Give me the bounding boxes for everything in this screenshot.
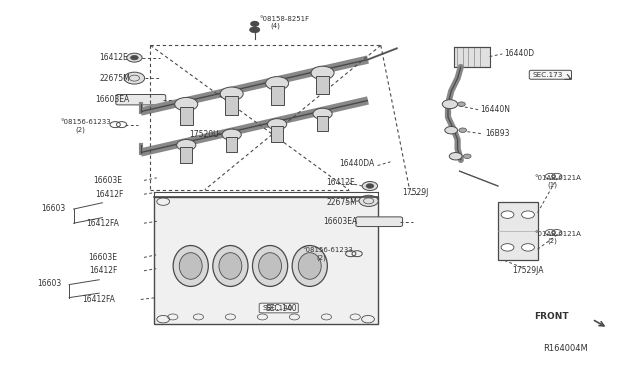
Text: R164004M: R164004M xyxy=(543,344,588,353)
Ellipse shape xyxy=(298,253,321,279)
Circle shape xyxy=(522,211,534,218)
Text: °01A8-6121A: °01A8-6121A xyxy=(534,175,581,181)
Bar xyxy=(154,197,378,324)
Text: 16603EA: 16603EA xyxy=(323,217,358,226)
Text: (2): (2) xyxy=(76,126,85,133)
Circle shape xyxy=(366,184,374,188)
Text: 22675M: 22675M xyxy=(326,198,357,207)
Ellipse shape xyxy=(212,246,248,286)
Circle shape xyxy=(222,129,241,140)
Text: SEC.140: SEC.140 xyxy=(266,304,297,312)
Text: 16B93: 16B93 xyxy=(485,129,509,138)
Circle shape xyxy=(124,72,145,84)
Circle shape xyxy=(501,211,514,218)
FancyBboxPatch shape xyxy=(116,94,166,105)
Circle shape xyxy=(459,128,467,132)
Circle shape xyxy=(131,55,138,60)
Text: °01A8-6121A: °01A8-6121A xyxy=(534,231,581,237)
Circle shape xyxy=(501,244,514,251)
Text: 16412F: 16412F xyxy=(90,266,118,275)
Bar xyxy=(271,86,284,105)
Bar xyxy=(226,137,237,152)
Text: FRONT: FRONT xyxy=(534,312,569,321)
Circle shape xyxy=(127,53,142,62)
Ellipse shape xyxy=(259,253,282,279)
Text: 16603: 16603 xyxy=(42,204,66,213)
Circle shape xyxy=(220,87,243,100)
Circle shape xyxy=(250,27,260,33)
Text: °08158-8251F: °08158-8251F xyxy=(259,16,309,22)
Bar xyxy=(317,116,328,131)
FancyBboxPatch shape xyxy=(529,70,572,79)
Text: 17520U: 17520U xyxy=(189,130,218,139)
Text: (1): (1) xyxy=(547,181,557,188)
Text: 16412FA: 16412FA xyxy=(82,295,115,304)
Text: 16603: 16603 xyxy=(37,279,61,288)
Text: 17529JA: 17529JA xyxy=(512,266,543,275)
Text: 16603EA: 16603EA xyxy=(95,95,129,104)
Circle shape xyxy=(251,22,259,26)
Text: 17529J: 17529J xyxy=(402,188,428,197)
FancyBboxPatch shape xyxy=(356,217,403,227)
Circle shape xyxy=(458,102,465,106)
Text: °08156-61233: °08156-61233 xyxy=(302,247,353,253)
Bar xyxy=(225,96,238,115)
Text: 16440N: 16440N xyxy=(480,105,510,114)
Circle shape xyxy=(362,182,378,190)
Ellipse shape xyxy=(173,246,209,286)
FancyBboxPatch shape xyxy=(259,303,298,313)
Text: 16412E: 16412E xyxy=(326,178,355,187)
Bar xyxy=(316,76,329,94)
Text: 16440D: 16440D xyxy=(504,49,534,58)
Circle shape xyxy=(311,66,334,80)
Text: SEC.173: SEC.173 xyxy=(532,72,563,78)
Text: 16603E: 16603E xyxy=(88,253,117,262)
Text: 16412FA: 16412FA xyxy=(86,219,119,228)
Circle shape xyxy=(522,244,534,251)
Ellipse shape xyxy=(179,253,202,279)
Bar xyxy=(498,202,538,260)
Text: (2): (2) xyxy=(547,238,557,244)
Text: (2): (2) xyxy=(317,254,326,261)
Circle shape xyxy=(313,108,332,119)
Circle shape xyxy=(268,119,287,130)
Text: 16412F: 16412F xyxy=(95,190,123,199)
Text: 16412E: 16412E xyxy=(99,53,128,62)
Circle shape xyxy=(445,126,458,134)
Text: 22675M: 22675M xyxy=(99,74,130,83)
Text: SEC.140: SEC.140 xyxy=(262,305,292,311)
Circle shape xyxy=(449,153,462,160)
Ellipse shape xyxy=(292,246,328,286)
Bar xyxy=(180,107,193,125)
Bar xyxy=(454,46,490,67)
Text: 16440DA: 16440DA xyxy=(339,159,374,168)
Circle shape xyxy=(177,140,196,151)
Circle shape xyxy=(175,97,198,111)
Circle shape xyxy=(266,77,289,90)
Bar xyxy=(180,147,192,163)
Ellipse shape xyxy=(252,246,288,286)
Circle shape xyxy=(359,195,378,206)
Circle shape xyxy=(442,100,458,109)
Text: (4): (4) xyxy=(270,22,280,29)
Text: 16603E: 16603E xyxy=(93,176,122,185)
Circle shape xyxy=(463,154,471,158)
Ellipse shape xyxy=(219,253,242,279)
Text: °08156-61233: °08156-61233 xyxy=(61,119,111,125)
Bar xyxy=(271,126,283,142)
